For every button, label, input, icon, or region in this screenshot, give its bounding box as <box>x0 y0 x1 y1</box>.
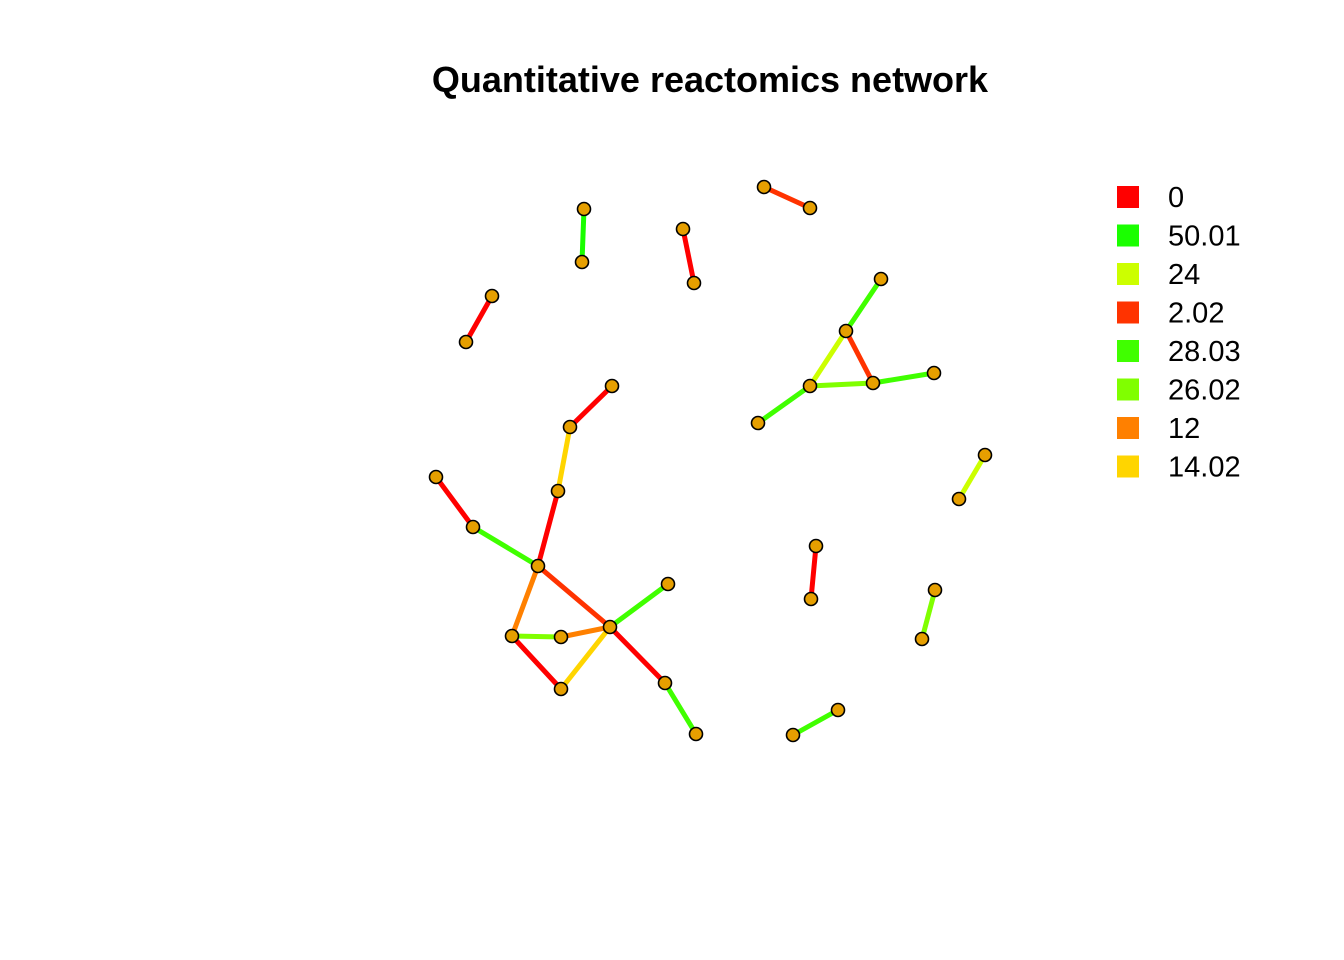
network-node <box>675 221 691 237</box>
network-node <box>803 591 819 607</box>
network-node <box>873 271 889 287</box>
network-edge <box>558 624 613 692</box>
network-edge <box>579 206 587 265</box>
network-node <box>530 558 546 574</box>
chart-title: Quantitative reactomics network <box>432 59 989 100</box>
network-node <box>977 447 993 463</box>
network-edge <box>555 424 573 494</box>
network-edge <box>790 707 841 738</box>
legend-swatch <box>1117 455 1139 478</box>
legend-item: 14.02 <box>1117 452 1241 484</box>
network-edge <box>509 563 541 639</box>
network-node <box>428 469 444 485</box>
network-edge <box>870 370 937 386</box>
network-edge <box>843 276 884 334</box>
network-edge <box>558 624 613 640</box>
legend-swatch <box>1117 186 1139 208</box>
network-edge <box>662 680 699 737</box>
legend: 0 50.01 24 2.02 28.03 26.02 12 14.02 <box>1117 182 1241 484</box>
network-edge <box>470 524 541 569</box>
network-edge <box>807 328 849 389</box>
network-node <box>465 519 481 535</box>
network-edge <box>509 633 564 640</box>
legend-swatch <box>1117 417 1139 439</box>
network-edge <box>843 328 876 386</box>
network-edge <box>509 633 564 692</box>
legend-item: 28.03 <box>1117 336 1241 368</box>
network-node <box>926 365 942 381</box>
network-node <box>865 375 881 391</box>
network-edge <box>761 184 813 211</box>
network-node <box>602 619 618 635</box>
network-edge <box>567 383 615 430</box>
network-node <box>504 628 520 644</box>
network-edges <box>433 184 988 738</box>
network-edge <box>919 587 938 642</box>
network-node <box>686 275 702 291</box>
legend-item: 2.02 <box>1117 298 1224 330</box>
network-edge <box>808 543 819 602</box>
legend-swatch <box>1117 224 1139 247</box>
legend-swatch <box>1117 340 1139 362</box>
legend-label: 24 <box>1168 259 1200 291</box>
network-node <box>785 727 801 743</box>
network-node <box>830 702 846 718</box>
network-node <box>756 179 772 195</box>
network-node <box>604 378 620 394</box>
network-node <box>550 483 566 499</box>
legend-label: 28.03 <box>1168 336 1241 368</box>
network-node <box>553 681 569 697</box>
network-node <box>750 415 766 431</box>
network-edge <box>535 563 613 630</box>
network-edge <box>607 581 671 630</box>
network-node <box>574 254 590 270</box>
network-edge <box>680 226 697 286</box>
network-node <box>562 419 578 435</box>
network-edge <box>956 452 988 502</box>
network-node <box>802 200 818 216</box>
network-edge <box>807 380 876 389</box>
network-edge <box>433 474 476 530</box>
network-node <box>576 201 592 217</box>
network-node <box>553 629 569 645</box>
legend-swatch <box>1117 263 1139 285</box>
legend-label: 50.01 <box>1168 221 1241 253</box>
network-node <box>484 288 500 304</box>
network-edge <box>755 383 813 426</box>
legend-label: 14.02 <box>1168 452 1241 484</box>
legend-label: 26.02 <box>1168 375 1241 407</box>
network-node <box>927 582 943 598</box>
network-node <box>838 323 854 339</box>
network-node <box>951 491 967 507</box>
legend-item: 50.01 <box>1117 221 1241 253</box>
network-nodes <box>428 179 993 743</box>
network-edge <box>535 488 561 569</box>
network-node <box>660 576 676 592</box>
network-node <box>458 334 474 350</box>
network-edge <box>463 293 495 345</box>
legend-label: 12 <box>1168 413 1200 445</box>
legend-swatch <box>1117 378 1139 401</box>
legend-item: 24 <box>1117 259 1200 291</box>
network-node <box>688 726 704 742</box>
legend-item: 26.02 <box>1117 375 1241 407</box>
network-node <box>657 675 673 691</box>
network-edge <box>607 624 668 686</box>
legend-item: 12 <box>1117 413 1200 445</box>
legend-swatch <box>1117 301 1139 324</box>
legend-label: 0 <box>1168 182 1184 214</box>
network-node <box>802 378 818 394</box>
network-node <box>808 538 824 554</box>
legend-item: 0 <box>1117 182 1184 214</box>
network-node <box>914 631 930 647</box>
legend-label: 2.02 <box>1168 298 1224 330</box>
